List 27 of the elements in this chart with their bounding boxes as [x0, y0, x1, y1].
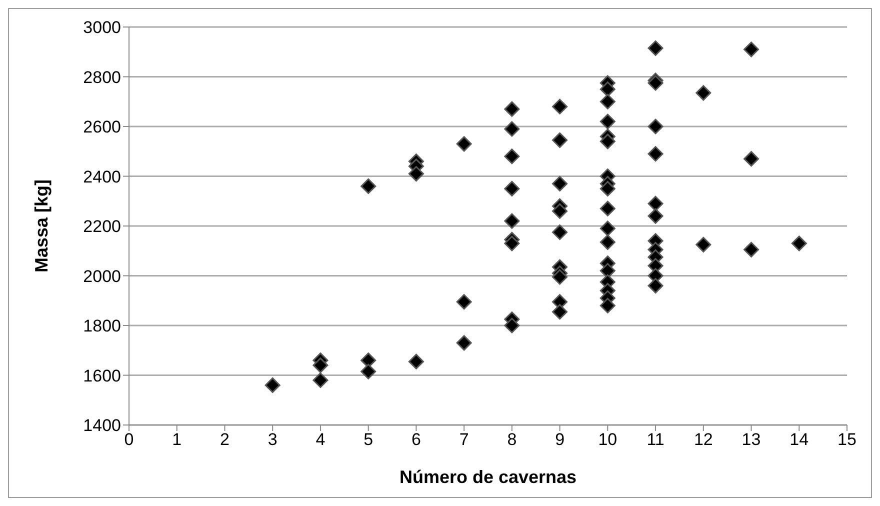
x-tick-label: 2	[220, 430, 230, 450]
x-tick-label: 7	[459, 430, 469, 450]
y-tick-label: 2600	[83, 118, 121, 137]
y-tick-label: 1600	[83, 366, 121, 386]
y-axis-title: Massa [kg]	[31, 179, 52, 273]
y-tick-label: 1400	[83, 416, 121, 436]
x-tick-label: 0	[124, 430, 134, 450]
x-tick-label: 11	[646, 430, 664, 450]
x-tick-label: 5	[364, 430, 374, 450]
x-tick-label: 13	[742, 430, 761, 450]
y-tick-label: 2000	[83, 266, 121, 286]
x-tick-label: 12	[694, 430, 713, 450]
x-tick-label: 9	[555, 430, 565, 450]
x-tick-label: 15	[838, 430, 856, 450]
x-tick-label: 1	[172, 430, 182, 450]
y-tick-label: 2800	[83, 68, 121, 87]
y-tick-label: 2400	[83, 167, 121, 186]
x-tick-label: 14	[790, 430, 809, 450]
y-tick-label: 3000	[83, 18, 121, 38]
y-tick-label: 2200	[83, 217, 121, 236]
x-tick-label: 4	[316, 430, 326, 450]
x-tick-label: 10	[598, 430, 618, 450]
x-tick-label: 6	[411, 430, 421, 450]
y-tick-label: 1800	[83, 316, 121, 336]
x-tick-label: 8	[507, 430, 517, 450]
x-tick-label: 3	[268, 430, 278, 450]
x-axis-title: Número de cavernas	[399, 467, 577, 487]
